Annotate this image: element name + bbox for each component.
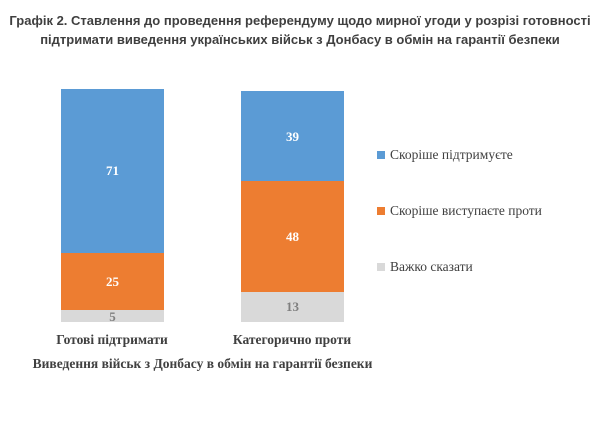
bar-segment: 5 bbox=[61, 308, 164, 324]
bar-segment: 25 bbox=[61, 252, 164, 311]
value-label: 5 bbox=[109, 308, 116, 324]
bar-segment: 13 bbox=[241, 292, 344, 322]
category-label-strongly-against: Категорично проти bbox=[232, 332, 352, 347]
legend-item-support: Скоріше підтримуєте bbox=[377, 147, 542, 163]
legend-swatch-blue-icon bbox=[377, 151, 385, 159]
legend-swatch-gray-icon bbox=[377, 263, 385, 271]
category-label-ready-to-support: Готові підтримати bbox=[56, 332, 168, 347]
bar-segment: 48 bbox=[241, 181, 344, 292]
legend-swatch-orange-icon bbox=[377, 207, 385, 215]
value-label: 13 bbox=[286, 299, 299, 315]
bar-segment: 39 bbox=[241, 91, 344, 182]
legend-item-hard-to-say: Важко сказати bbox=[377, 259, 542, 275]
value-label: 25 bbox=[106, 274, 119, 290]
value-label: 48 bbox=[286, 229, 299, 245]
legend-item-oppose: Скоріше виступаєте проти bbox=[377, 203, 542, 219]
plot-area: 71 25 5 39 48 13 bbox=[61, 89, 344, 324]
legend-label: Важко сказати bbox=[390, 259, 473, 274]
value-label: 39 bbox=[286, 128, 299, 144]
stacked-bar: 39 48 13 bbox=[241, 91, 344, 322]
x-axis-title: Виведення військ з Донбасу в обмін на га… bbox=[32, 356, 373, 371]
legend-label: Скоріше підтримуєте bbox=[390, 147, 513, 162]
bar-segment: 71 bbox=[61, 89, 164, 253]
chart-title: Графік 2. Ставлення до проведення рефере… bbox=[9, 13, 591, 47]
legend: Скоріше підтримуєте Скоріше виступаєте п… bbox=[377, 147, 542, 275]
stacked-bar: 71 25 5 bbox=[61, 89, 164, 324]
value-label: 71 bbox=[106, 163, 119, 179]
legend-label: Скоріше виступаєте проти bbox=[390, 203, 542, 218]
